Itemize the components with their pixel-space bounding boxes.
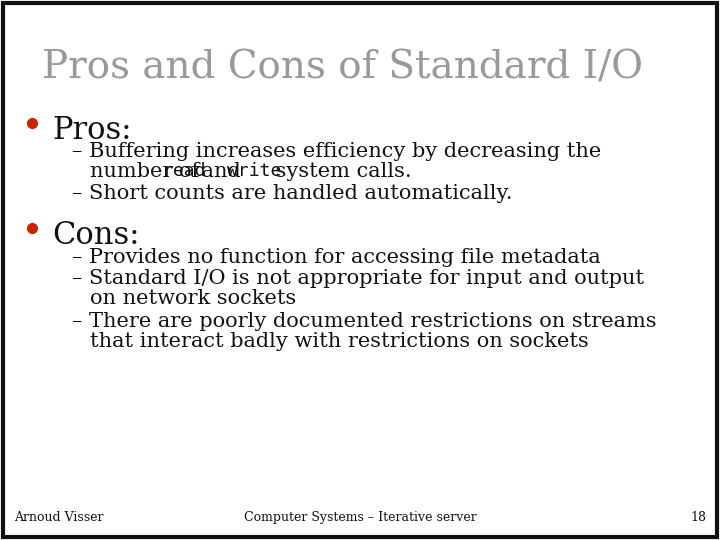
- Text: on network sockets: on network sockets: [90, 289, 296, 308]
- Text: Arnoud Visser: Arnoud Visser: [14, 511, 104, 524]
- Text: Pros and Cons of Standard I/O: Pros and Cons of Standard I/O: [42, 50, 643, 87]
- Text: – Provides no function for accessing file metadata: – Provides no function for accessing fil…: [72, 248, 600, 267]
- Text: system calls.: system calls.: [269, 162, 412, 181]
- Text: that interact badly with restrictions on sockets: that interact badly with restrictions on…: [90, 332, 589, 351]
- Text: number of: number of: [90, 162, 206, 181]
- Text: – Buffering increases efficiency by decreasing the: – Buffering increases efficiency by decr…: [72, 142, 601, 161]
- Text: – Standard I/O is not appropriate for input and output: – Standard I/O is not appropriate for in…: [72, 269, 644, 288]
- Text: read: read: [163, 162, 207, 180]
- Text: Pros:: Pros:: [52, 115, 132, 146]
- Text: write: write: [227, 162, 282, 180]
- Text: Computer Systems – Iterative server: Computer Systems – Iterative server: [243, 511, 477, 524]
- FancyBboxPatch shape: [3, 3, 717, 537]
- FancyBboxPatch shape: [8, 8, 712, 532]
- Text: Cons:: Cons:: [52, 220, 140, 251]
- Text: – Short counts are handled automatically.: – Short counts are handled automatically…: [72, 184, 513, 203]
- Text: – There are poorly documented restrictions on streams: – There are poorly documented restrictio…: [72, 312, 657, 331]
- Text: 18: 18: [690, 511, 706, 524]
- Text: and: and: [195, 162, 248, 181]
